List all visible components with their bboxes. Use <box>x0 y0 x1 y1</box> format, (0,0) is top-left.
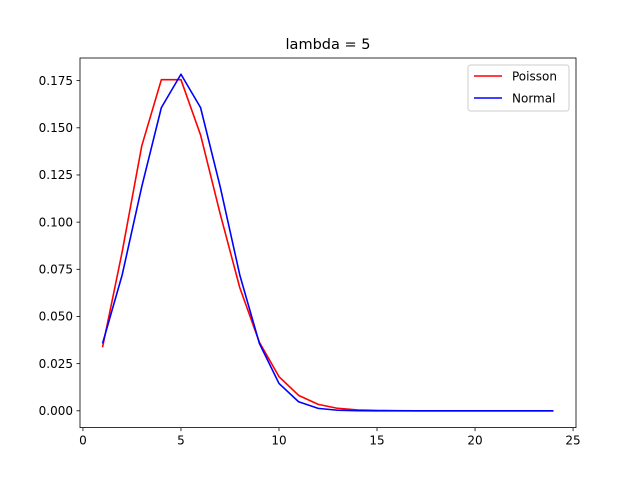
x-tick-label: 20 <box>467 434 482 448</box>
y-tick-label: 0.025 <box>39 357 73 371</box>
x-tick-label: 10 <box>271 434 286 448</box>
y-tick-label: 0.100 <box>39 215 73 229</box>
axes-frame <box>79 57 577 429</box>
y-tick-label: 0.075 <box>39 263 73 277</box>
y-tick-label: 0.000 <box>39 404 73 418</box>
legend-label-poisson: Poisson <box>512 69 557 83</box>
x-tick-label: 25 <box>565 434 580 448</box>
legend: Poisson Normal <box>467 64 570 112</box>
y-tick-label: 0.050 <box>39 310 73 324</box>
chart-title: lambda = 5 <box>286 37 371 53</box>
series-line-poisson <box>101 78 554 412</box>
y-axis: 0.000 0.025 0.050 0.075 0.100 0.125 0.150 0.175 <box>39 74 80 418</box>
x-axis: 0 5 10 15 20 25 <box>79 427 581 448</box>
legend-label-normal: Normal <box>512 91 555 105</box>
y-tick-label: 0.150 <box>39 121 73 135</box>
y-tick-label: 0.125 <box>39 168 73 182</box>
y-tick-label: 0.175 <box>39 74 73 88</box>
x-tick-label: 5 <box>177 434 185 448</box>
series-line-normal <box>101 73 554 412</box>
x-tick-label: 15 <box>369 434 384 448</box>
x-tick-label: 0 <box>79 434 87 448</box>
series-layer <box>101 73 554 412</box>
